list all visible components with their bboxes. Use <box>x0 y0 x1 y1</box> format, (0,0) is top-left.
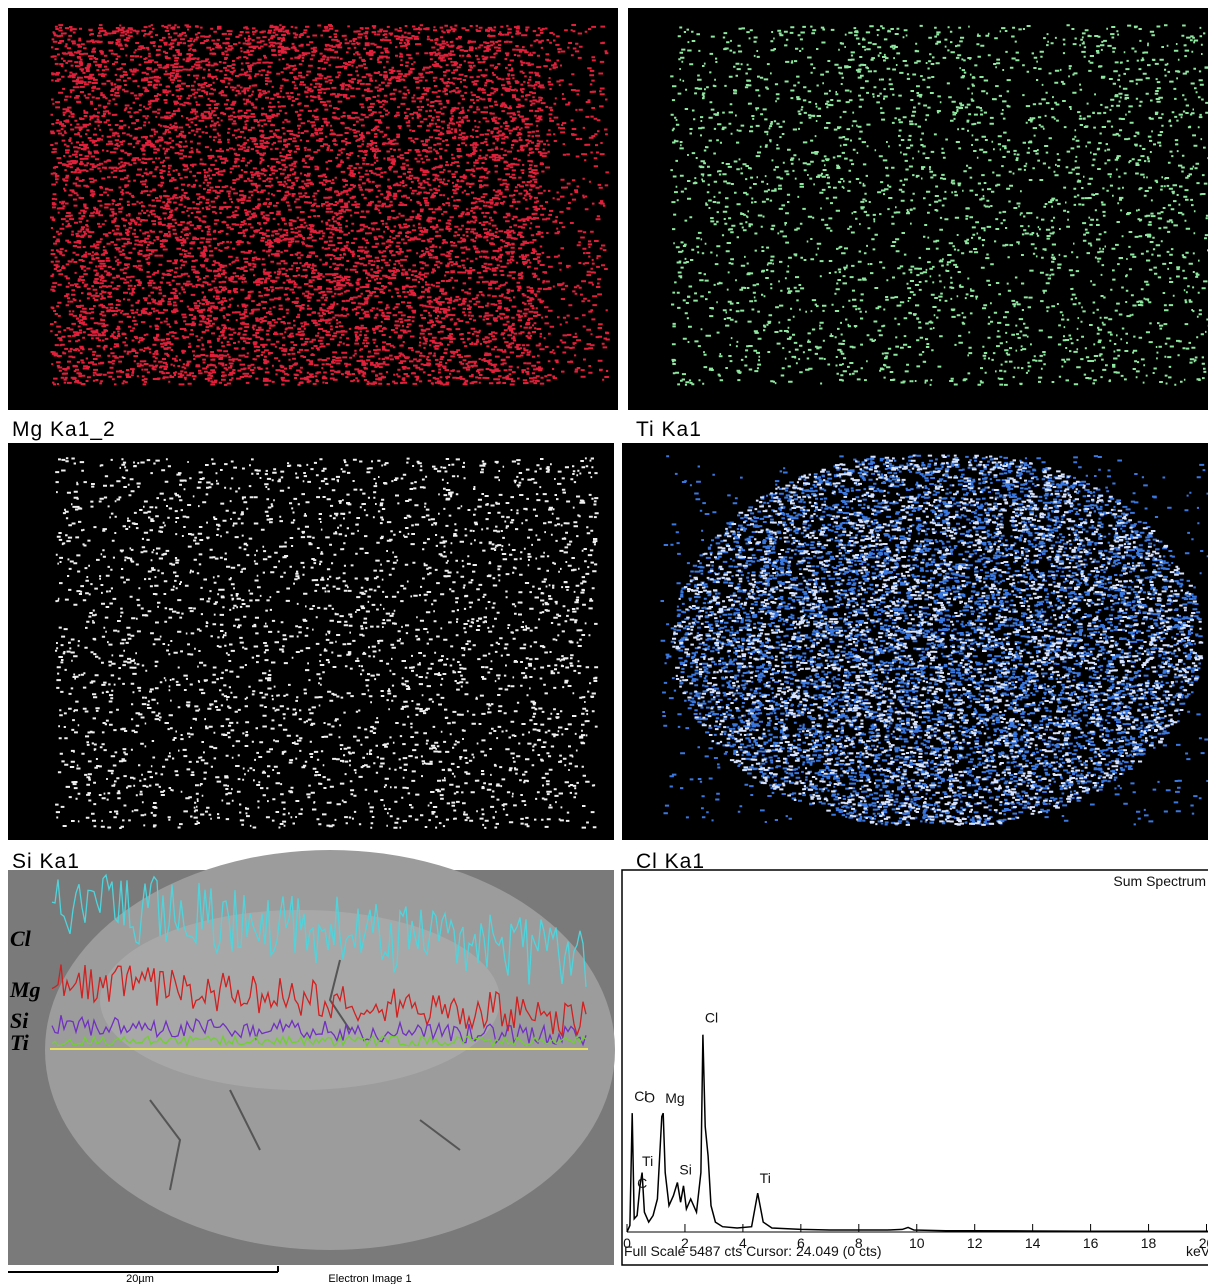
element-map <box>672 454 1204 826</box>
spectrum-line <box>626 1034 1208 1233</box>
linescan <box>51 873 587 1048</box>
panel-label: Mg Ka1_2 <box>12 418 116 441</box>
x-tick-label: 4 <box>739 1235 747 1251</box>
map-dots <box>50 24 1208 829</box>
crack <box>149 959 461 1191</box>
panel-label: Ti Ka1 <box>636 418 702 441</box>
x-tick-label: 18 <box>1141 1235 1157 1251</box>
x-tick-label: 12 <box>967 1235 983 1251</box>
x-tick-label: 16 <box>1083 1235 1099 1251</box>
x-tick-label: 0 <box>623 1235 631 1251</box>
map-panel <box>628 8 1208 410</box>
trace-label: Mg <box>9 977 41 1002</box>
spectrum: 02468101214161820ClOClTiMgCSiTi <box>623 1010 1208 1251</box>
spectrum-panel <box>621 869 1208 1266</box>
scale-label: 20µm <box>126 1273 154 1284</box>
trace-label: Si <box>10 1008 29 1033</box>
x-tick-label: 2 <box>681 1235 689 1251</box>
chart-title: Sum Spectrum <box>1113 873 1206 889</box>
trace-label: Cl <box>10 926 32 951</box>
x-tick-label: 14 <box>1025 1235 1041 1251</box>
panel-label: Cl Ka1 <box>636 850 705 873</box>
peak-label: Cl <box>634 1088 647 1104</box>
peak-label: Mg <box>665 1090 684 1106</box>
peak-label: Ti <box>642 1153 653 1169</box>
x-axis-label: keV <box>1186 1243 1208 1259</box>
x-tick-label: 20 <box>1199 1235 1208 1251</box>
element-map <box>50 24 610 386</box>
x-tick-label: 8 <box>855 1235 863 1251</box>
scan-trace <box>51 964 587 1038</box>
trace-label: Ti <box>10 1030 30 1055</box>
scan-trace <box>51 1015 587 1047</box>
x-tick-label: 6 <box>797 1235 805 1251</box>
x-tick-label: 10 <box>909 1235 925 1251</box>
scan-trace <box>51 1034 587 1048</box>
panel-label: Si Ka1 <box>12 850 80 873</box>
peak-label: Ti <box>760 1170 771 1186</box>
image-caption: Electron Image 1 <box>328 1273 411 1284</box>
element-map <box>55 457 599 829</box>
peak-label: O <box>644 1090 655 1106</box>
peak-label: Si <box>679 1162 691 1178</box>
scan-trace <box>51 873 587 987</box>
map-panel <box>8 443 614 840</box>
element-map <box>670 24 1208 386</box>
footer: Full Scale 5487 cts Cursor: 24.049 (0 ct… <box>624 1243 882 1259</box>
peak-label: C <box>637 1175 647 1191</box>
peak-label: Cl <box>705 1010 718 1026</box>
